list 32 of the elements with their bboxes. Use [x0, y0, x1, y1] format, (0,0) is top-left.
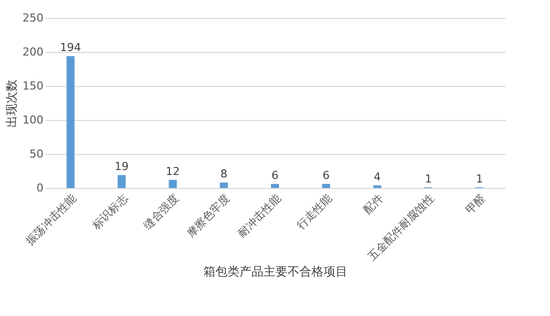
y-tick-label: 250	[22, 12, 44, 24]
data-label: 12	[166, 164, 180, 178]
data-label: 4	[374, 170, 381, 184]
x-axis-title: 箱包类产品主要不合格项目	[204, 264, 348, 279]
bar	[271, 184, 279, 188]
data-label: 8	[220, 168, 228, 181]
x-tick-label: 摩擦色牢度	[184, 192, 232, 240]
data-label: 6	[322, 168, 330, 182]
y-tick-label: 0	[36, 182, 44, 194]
y-tick-label: 50	[30, 148, 44, 160]
data-label: 1	[476, 172, 483, 186]
data-label: 194	[60, 41, 82, 54]
x-tick-label: 振荡冲击性能	[23, 192, 80, 248]
x-tick-label: 标识标志	[89, 192, 130, 233]
y-tick-label: 150	[22, 80, 44, 92]
bar	[66, 56, 75, 188]
bar	[220, 182, 228, 188]
x-tick-label: 行走性能	[294, 192, 335, 232]
y-tick-label: 100	[22, 114, 44, 126]
y-tick-label: 200	[22, 46, 44, 58]
y-axis-title: 出现次数	[4, 80, 19, 128]
x-tick-label: 配件	[360, 192, 386, 217]
x-tick-label: 甲醛	[463, 192, 488, 217]
data-label: 19	[114, 160, 129, 174]
bar	[322, 184, 330, 188]
bar	[118, 175, 126, 188]
x-tick-label: 缝合强度	[140, 192, 182, 232]
bar	[373, 185, 382, 188]
bar	[168, 180, 177, 188]
data-label: 6	[272, 168, 278, 182]
data-label: 1	[424, 172, 432, 186]
x-tick-label: 耐冲击性能	[235, 192, 284, 240]
